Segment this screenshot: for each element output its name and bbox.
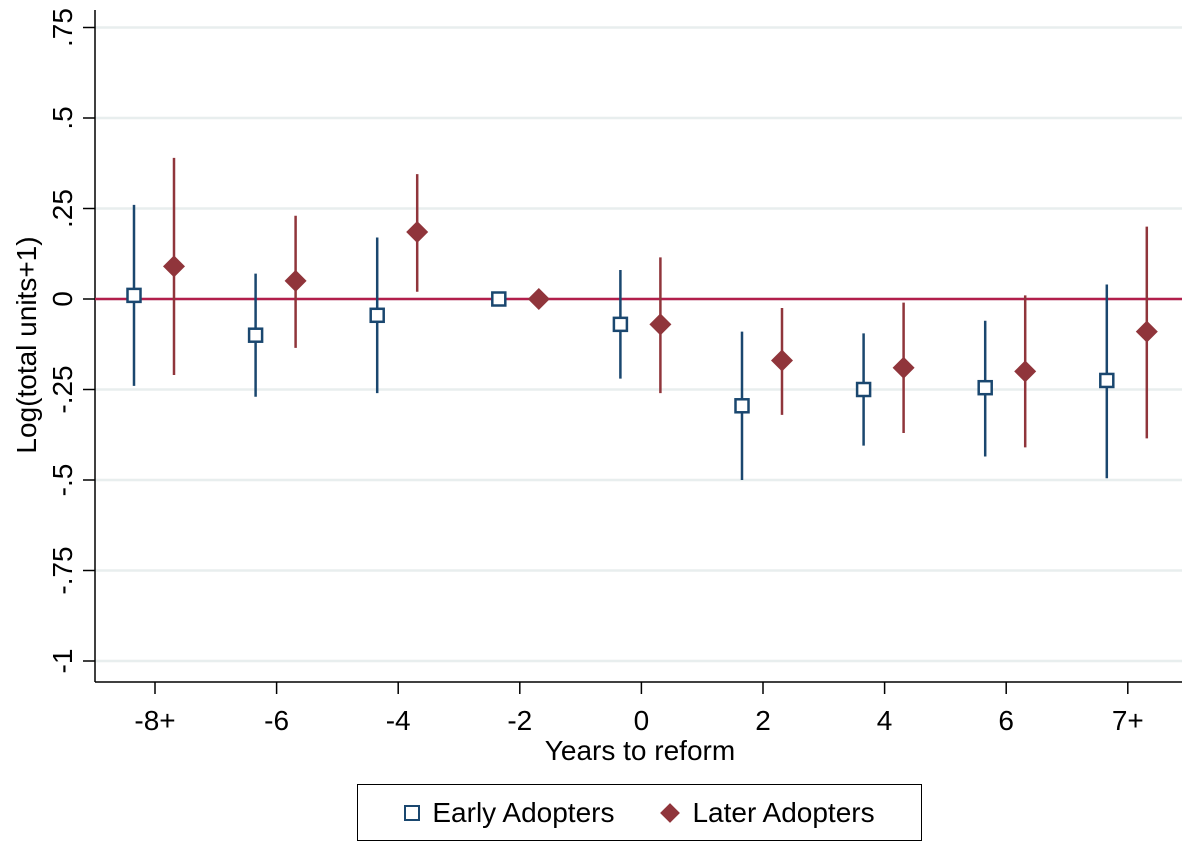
point-marker — [892, 356, 915, 379]
solid-diamond-marker-icon — [660, 802, 681, 823]
point-marker — [369, 307, 385, 324]
y-tick-label: -1 — [47, 649, 78, 674]
y-tick-label: -.25 — [47, 365, 78, 413]
x-tick-label: 0 — [634, 705, 650, 736]
y-tick-label: .25 — [47, 189, 78, 228]
x-tick-label: 7+ — [1112, 705, 1144, 736]
point-marker — [977, 379, 993, 396]
point-marker — [771, 349, 793, 372]
point-marker — [734, 398, 750, 414]
legend-item-later: Later Adopters — [660, 796, 875, 829]
y-axis-title: Log(total units+1) — [11, 236, 42, 453]
legend-label-later: Later Adopters — [692, 796, 875, 828]
legend-label-early: Early Adopters — [432, 796, 615, 828]
y-tick-label: -.5 — [47, 464, 78, 497]
x-tick-label: -4 — [386, 705, 411, 736]
point-marker — [1135, 320, 1158, 343]
y-tick-label: 0 — [47, 291, 78, 307]
point-marker — [649, 313, 672, 336]
series-later-adopters — [163, 157, 1158, 448]
x-axis-title: Years to reform — [545, 735, 735, 766]
x-tick-label: 4 — [877, 705, 893, 736]
point-marker — [1099, 372, 1115, 389]
grid-layer — [95, 26, 1182, 663]
point-marker — [1014, 360, 1037, 383]
y-tick-label: .5 — [47, 106, 78, 129]
point-marker — [247, 327, 264, 343]
y-tick-label: .75 — [47, 8, 78, 47]
hollow-square-marker-icon — [404, 804, 421, 821]
legend: Early Adopters Later Adopters — [357, 784, 922, 841]
axis-layer: .75 .5 .25 0 -.25 -.5 -.75 -1 -8+ -6 -4 -2 0 2 4 6 7+ — [47, 8, 1182, 736]
x-tick-label: -2 — [507, 705, 532, 736]
series-layer — [95, 157, 1182, 480]
point-marker — [491, 291, 507, 307]
x-tick-label: -8+ — [134, 705, 175, 736]
point-marker — [163, 255, 185, 278]
point-marker — [284, 269, 307, 292]
legend-item-early: Early Adopters — [404, 797, 614, 829]
x-tick-label: -6 — [264, 705, 289, 736]
y-tick-label: -.75 — [47, 546, 78, 594]
point-marker — [126, 287, 142, 304]
point-marker — [406, 221, 429, 244]
x-tick-label: 2 — [755, 705, 771, 736]
point-marker — [612, 316, 629, 333]
point-marker — [855, 381, 872, 398]
x-tick-label: 6 — [998, 705, 1014, 736]
series-early-adopters — [126, 204, 1115, 480]
point-marker — [527, 288, 550, 310]
coefficient-plot: .75 .5 .25 0 -.25 -.5 -.75 -1 -8+ -6 -4 -2 0 2 4 6 7+ Ye… — [11, 8, 1182, 766]
